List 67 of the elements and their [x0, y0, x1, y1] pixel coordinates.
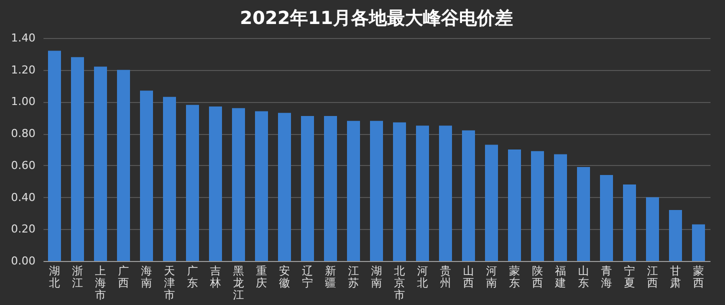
bar	[370, 120, 383, 261]
x-tick-label: 山东	[578, 264, 589, 290]
y-tick-label: 0.80	[11, 127, 36, 140]
bar	[117, 70, 130, 261]
bar	[393, 122, 406, 261]
x-tick-label: 辽宁	[302, 264, 313, 290]
bar	[163, 96, 176, 261]
bar	[71, 57, 84, 261]
bar	[508, 150, 521, 261]
y-tick-label: 0.40	[11, 190, 36, 204]
x-tick-label: 江西	[647, 264, 658, 290]
y-tick-label: 0.00	[11, 254, 36, 268]
bar	[186, 104, 199, 261]
y-tick-label: 1.20	[11, 63, 36, 76]
x-tick-label: 河北	[417, 264, 428, 290]
x-tick-label: 宁夏	[624, 264, 635, 290]
x-tick-label: 广东	[187, 264, 198, 290]
x-tick-label: 上海市	[95, 264, 106, 302]
x-tick-label: 天津市	[164, 264, 175, 302]
bar	[301, 116, 314, 261]
bar	[485, 144, 498, 261]
bar	[232, 108, 245, 261]
x-tick-label: 蒙西	[693, 264, 704, 290]
x-tick-label: 湖北	[49, 264, 60, 290]
x-tick-label: 蒙东	[509, 264, 520, 290]
x-tick-label: 北京市	[394, 264, 405, 302]
x-tick-label: 山西	[463, 264, 474, 290]
bar	[278, 112, 291, 261]
x-tick-label: 甘肃	[670, 264, 681, 290]
bar	[623, 184, 636, 261]
x-tick-label: 海南	[141, 264, 152, 290]
bar	[669, 210, 682, 261]
y-tick-label: 1.00	[11, 95, 36, 108]
x-tick-label: 黑龙江	[233, 264, 244, 302]
bar	[48, 50, 61, 261]
bar	[600, 174, 613, 261]
bar	[94, 66, 107, 261]
bar	[577, 167, 590, 261]
x-tick-label: 福建	[554, 264, 566, 290]
y-tick-label: 0.60	[11, 158, 36, 172]
bar	[140, 90, 153, 261]
x-tick-label: 青海	[601, 264, 612, 290]
x-tick-label: 陕西	[532, 264, 543, 290]
bar	[531, 151, 544, 261]
x-tick-label: 湖南	[371, 264, 382, 290]
bar	[255, 111, 268, 261]
bar	[692, 224, 705, 261]
bar	[324, 116, 337, 261]
x-tick-label: 江苏	[348, 264, 359, 290]
bar	[209, 106, 222, 261]
bar	[347, 120, 360, 261]
bar	[416, 126, 429, 261]
x-tick-label: 吉林	[209, 264, 221, 290]
bar	[439, 126, 452, 261]
x-tick-label: 安徽	[279, 264, 290, 290]
y-tick-label: 1.40	[11, 32, 36, 44]
bar	[646, 197, 659, 261]
bar	[554, 154, 567, 261]
chart-title: 2022年11月各地最大峰谷电价差	[240, 8, 514, 29]
x-tick-label: 浙江	[72, 264, 83, 290]
x-tick-label: 河南	[486, 264, 497, 290]
x-tick-label: 贵州	[440, 264, 451, 290]
x-tick-label: 广西	[118, 264, 129, 290]
x-tick-label: 重庆	[256, 264, 267, 290]
y-tick-label: 0.20	[11, 222, 36, 236]
x-tick-label: 新疆	[325, 264, 336, 290]
bar	[462, 130, 475, 261]
